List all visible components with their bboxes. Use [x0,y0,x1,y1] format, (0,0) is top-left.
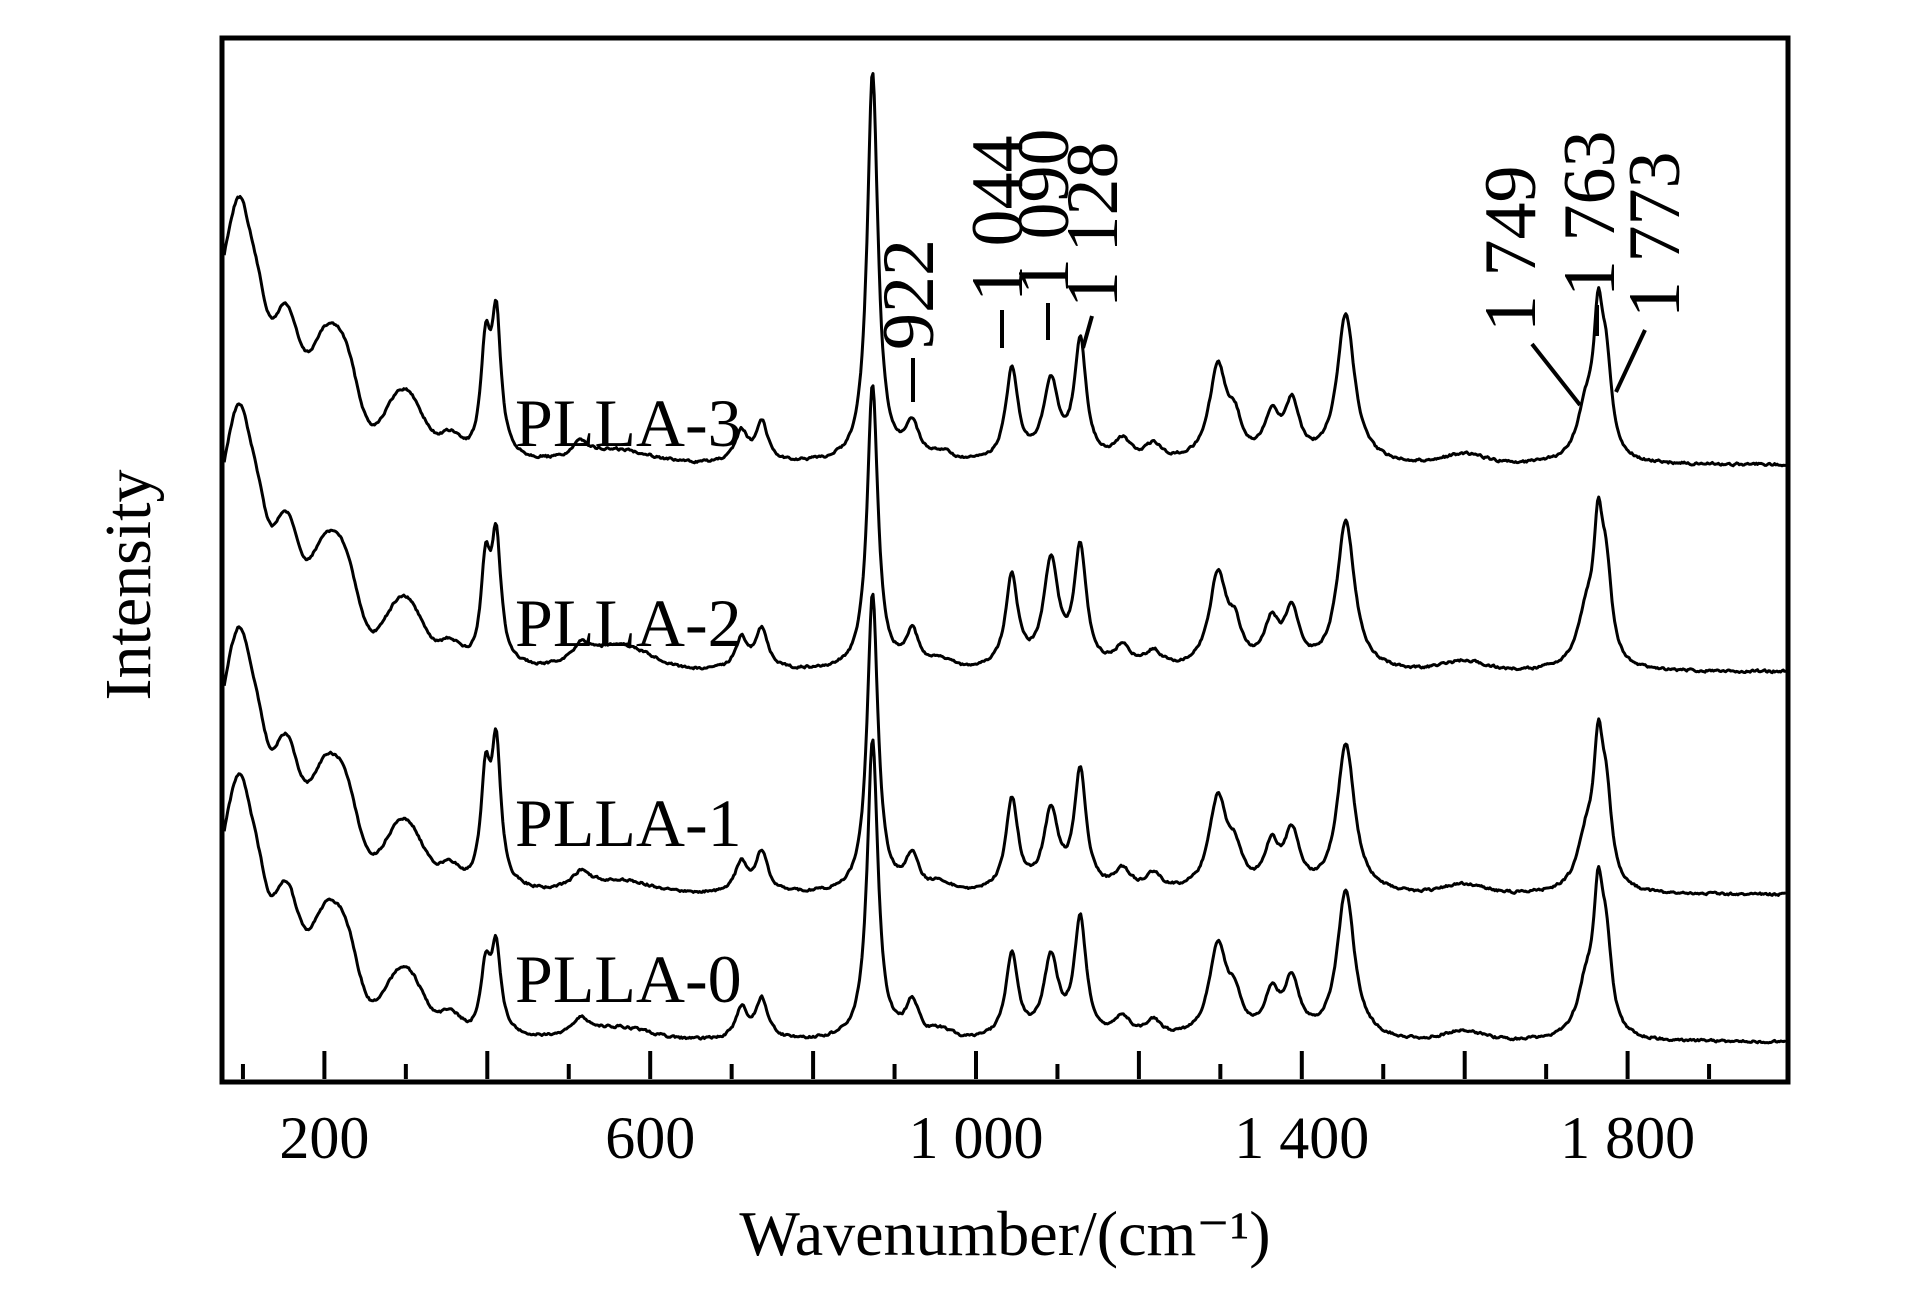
trace-label-PLLA-3: PLLA-3 [515,385,742,461]
trace-PLLA-2 [224,384,1786,675]
trace-PLLA-3 [224,72,1786,468]
peak-annotation-1044: 1 044 [957,136,1039,303]
x-axis-title: Wavenumber/(cm⁻¹) [739,1198,1270,1269]
peak-annotation-1090: 1 090 [1003,129,1085,296]
trace-label-PLLA-0: PLLA-0 [515,941,742,1017]
x-tick-label-1400: 1 400 [1234,1105,1369,1171]
x-tick-label-600: 600 [605,1105,695,1171]
plot-border [219,35,1791,1085]
trace-label-PLLA-1: PLLA-1 [515,785,742,861]
x-tick-label-1800: 1 800 [1560,1105,1695,1171]
peak-annotation-1773: 1 773 [1614,152,1696,319]
trace-PLLA-0 [224,738,1786,1045]
peak-annotation-leader-1749 [1530,342,1582,407]
x-tick-label-1000: 1 000 [909,1105,1044,1171]
x-tick-label-200: 200 [279,1105,369,1171]
peak-annotation-1763: 1 763 [1549,131,1631,298]
trace-label-PLLA-2: PLLA-2 [515,585,742,661]
peak-annotation-leader-1773 [1614,329,1647,393]
trace-PLLA-1 [224,592,1786,897]
peak-annotation-leader-1128 [1081,315,1094,349]
peak-annotation-1128: 1 128 [1052,142,1134,309]
y-axis-title: Intensity [92,470,165,701]
peak-annotation-1749: 1 749 [1470,166,1552,333]
peak-annotation-922: 922 [868,239,950,350]
